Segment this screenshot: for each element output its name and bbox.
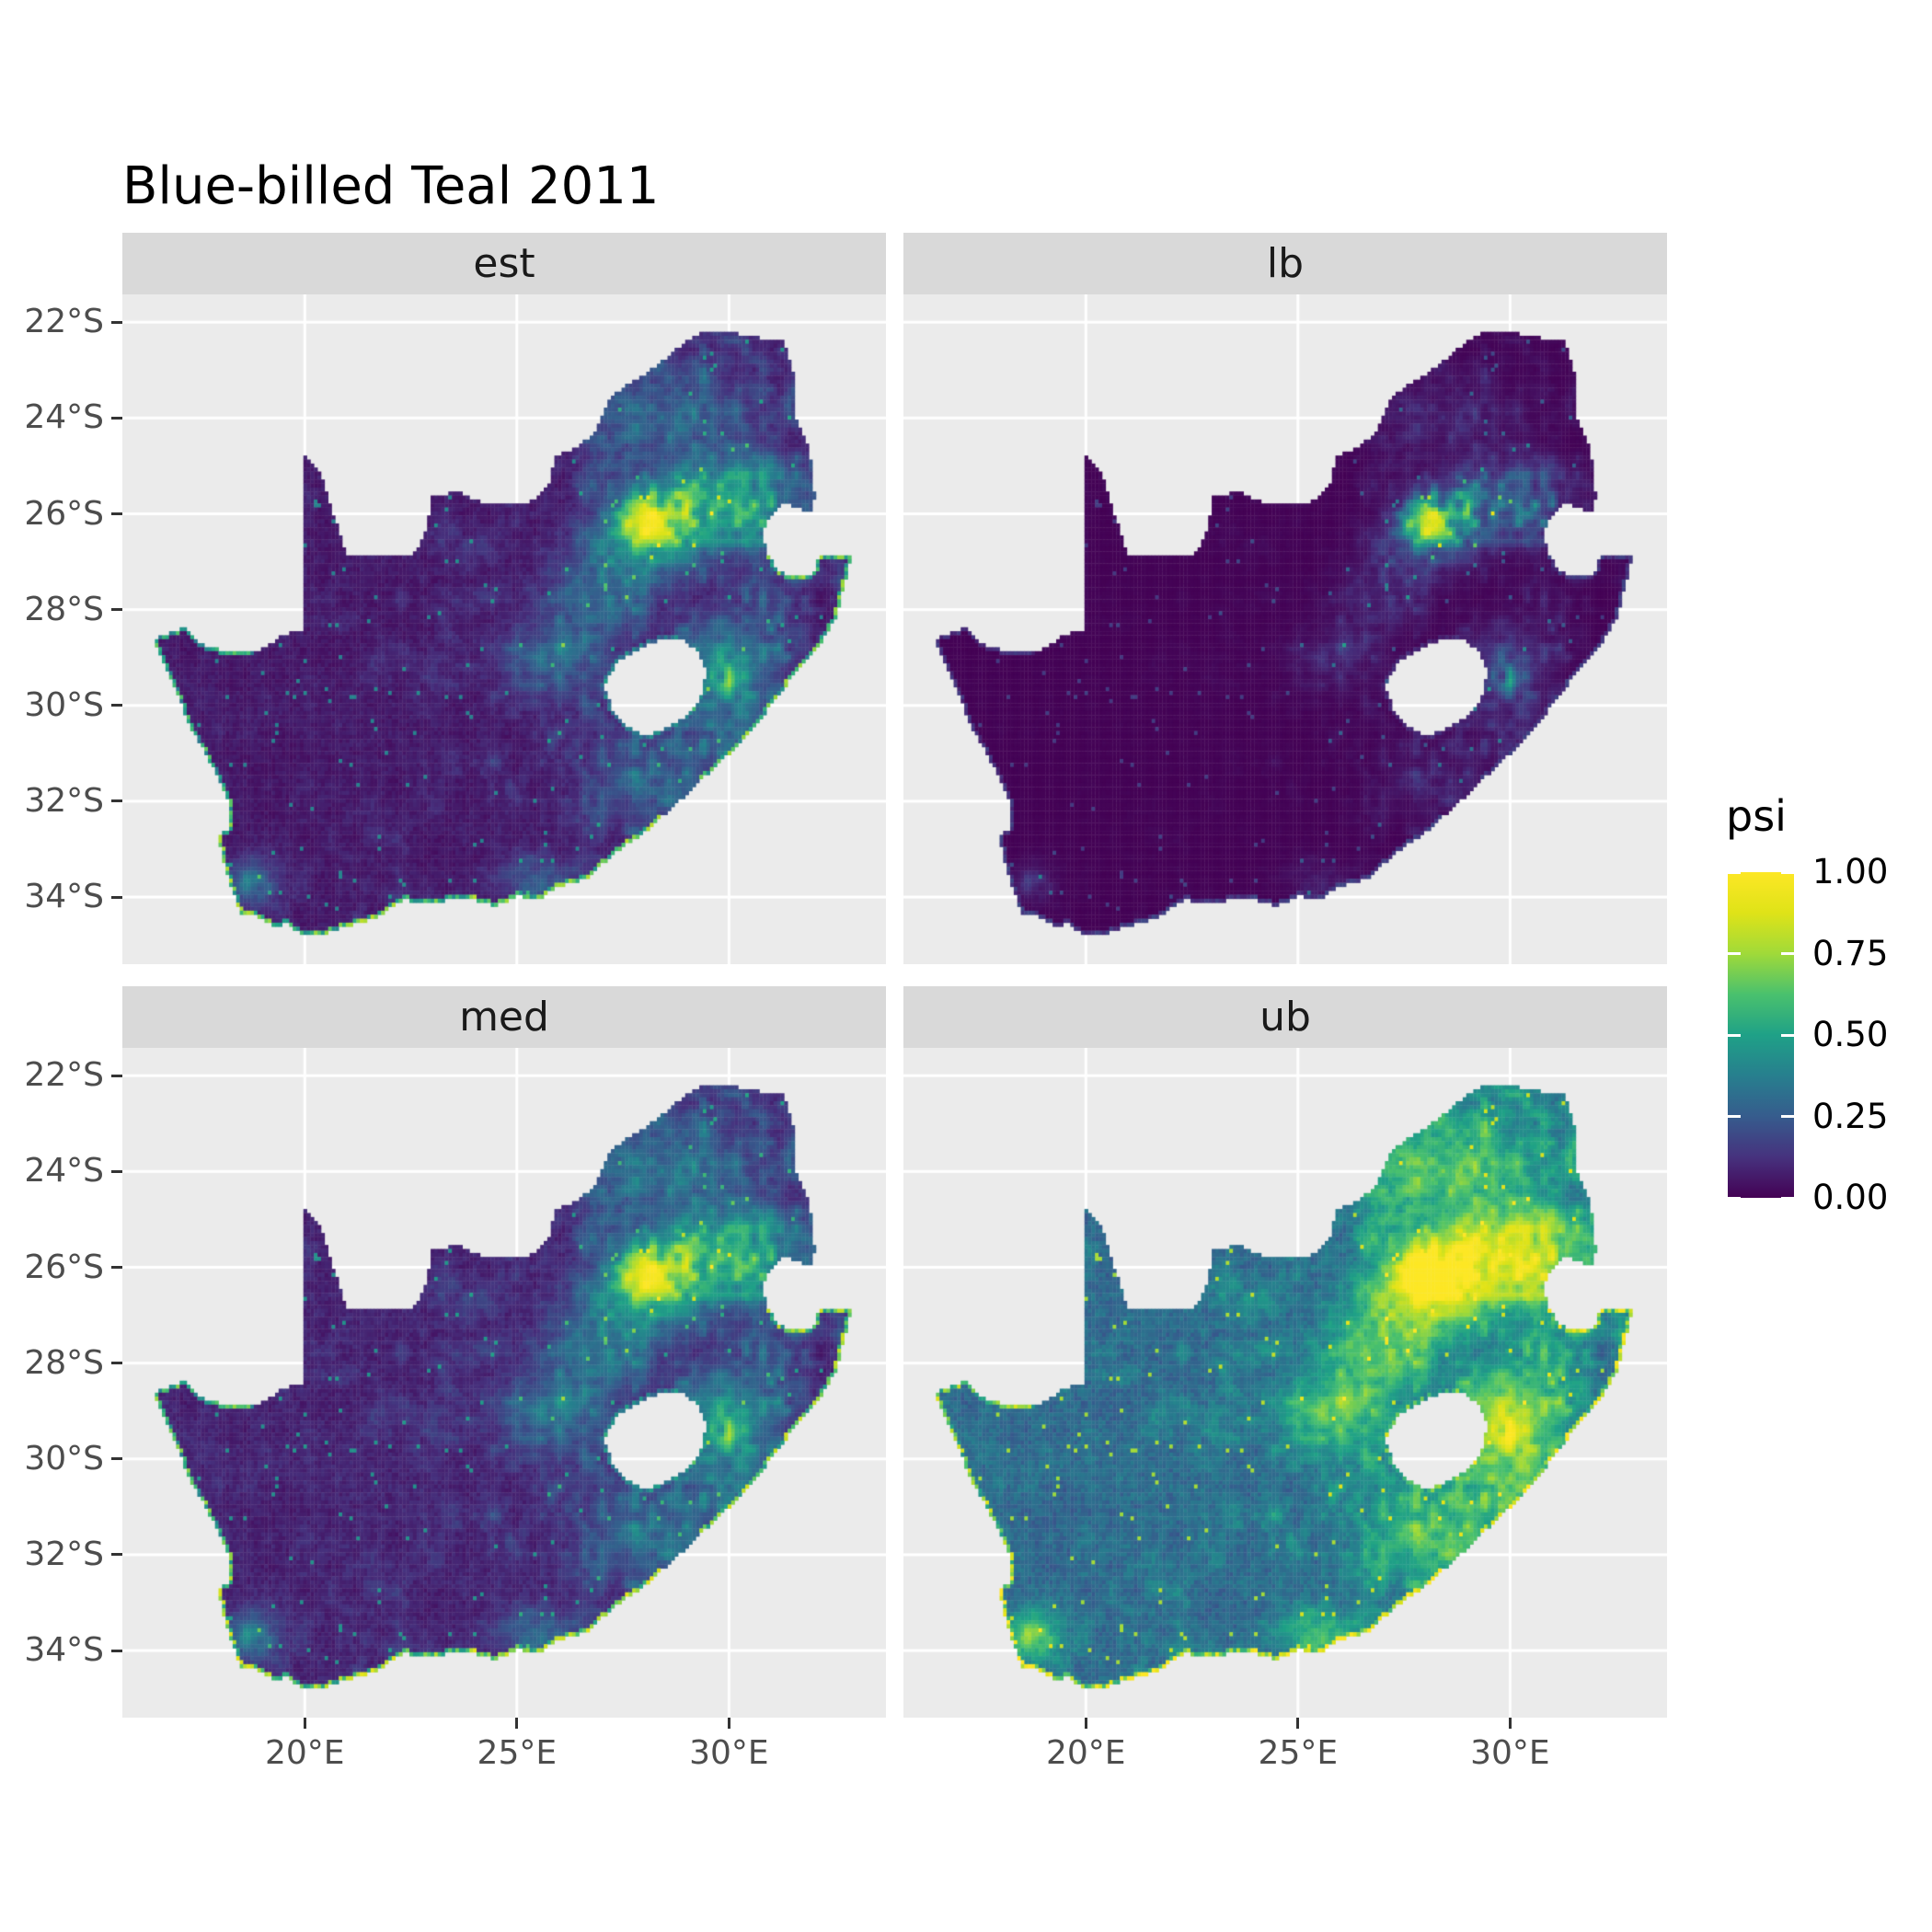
legend-tick-label: 0.50 [1812,1015,1889,1054]
legend-tick-mark [1781,1033,1794,1037]
y-axis-tick [111,512,122,515]
y-axis-tick [111,1649,122,1652]
facet-strip-lb: lb [903,233,1667,294]
x-tick-label: 30°E [1470,1734,1550,1772]
x-tick-label: 30°E [689,1734,769,1772]
facet-strip-label-ub: ub [1259,994,1311,1041]
y-axis-tick [111,1457,122,1461]
facet-strip-label-med: med [459,994,549,1041]
y-axis-tick [111,1362,122,1365]
y-axis-tick [111,320,122,324]
facet-panel-lb [903,294,1667,964]
legend-tick-mark [1728,952,1741,955]
y-tick-label: 34°S [24,878,104,916]
legend-title: psi [1726,791,1787,841]
legend-tick-mark [1781,870,1794,874]
legend-tick-mark [1781,1115,1794,1118]
facet-panel-est [122,294,886,964]
x-tick-label: 25°E [477,1734,558,1772]
y-tick-label: 26°S [24,494,104,533]
legend-tick-label: 0.75 [1812,933,1889,973]
facet-strip-est: est [122,233,886,294]
map-canvas-ub [903,1048,1667,1718]
facet-strip-med: med [122,986,886,1048]
x-axis-tick [1296,1718,1300,1729]
legend-tick-mark [1781,952,1794,955]
y-axis-tick [111,799,122,803]
y-tick-label: 24°S [24,398,104,437]
legend-tick-label: 1.00 [1812,852,1889,891]
legend-tick-mark [1728,1196,1741,1200]
y-axis-tick [111,1169,122,1173]
facet-panel-med [122,1048,886,1718]
x-axis-tick [1084,1718,1087,1729]
x-axis-tick [515,1718,519,1729]
y-tick-label: 32°S [24,781,104,820]
x-tick-label: 25°E [1258,1734,1339,1772]
x-tick-label: 20°E [1045,1734,1126,1772]
y-tick-label: 28°S [24,1343,104,1382]
legend-tick-label: 0.25 [1812,1096,1889,1136]
x-axis-tick [1508,1718,1512,1729]
legend-tick-label: 0.00 [1812,1178,1889,1217]
y-tick-label: 30°S [24,685,104,724]
y-tick-label: 34°S [24,1631,104,1670]
y-axis-tick [111,1553,122,1557]
y-tick-label: 30°S [24,1439,104,1478]
plot-title: Blue-billed Teal 2011 [122,156,660,216]
map-canvas-est [122,294,886,964]
y-tick-label: 22°S [24,303,104,341]
x-axis-tick [727,1718,730,1729]
legend-tick-mark [1728,870,1741,874]
y-axis-tick [111,704,122,707]
y-axis-tick [111,1266,122,1269]
y-tick-label: 26°S [24,1248,104,1286]
x-tick-label: 20°E [264,1734,345,1772]
map-canvas-med [122,1048,886,1718]
facet-panel-ub [903,1048,1667,1718]
map-canvas-lb [903,294,1667,964]
y-tick-label: 24°S [24,1152,104,1190]
facet-strip-label-lb: lb [1266,240,1305,287]
legend-tick-mark [1781,1196,1794,1200]
legend-tick-mark [1728,1115,1741,1118]
y-axis-tick [111,608,122,612]
facet-strip-ub: ub [903,986,1667,1048]
y-axis-tick [111,416,122,420]
y-tick-label: 32°S [24,1535,104,1573]
y-axis-tick [111,1074,122,1077]
y-axis-tick [111,895,122,899]
facet-strip-label-est: est [473,240,535,287]
legend-tick-mark [1728,1033,1741,1037]
x-axis-tick [303,1718,306,1729]
legend: psi 1.00 0.75 0.50 0.25 0.00 [1693,793,1932,1225]
y-tick-label: 28°S [24,590,104,628]
y-tick-label: 22°S [24,1056,104,1095]
